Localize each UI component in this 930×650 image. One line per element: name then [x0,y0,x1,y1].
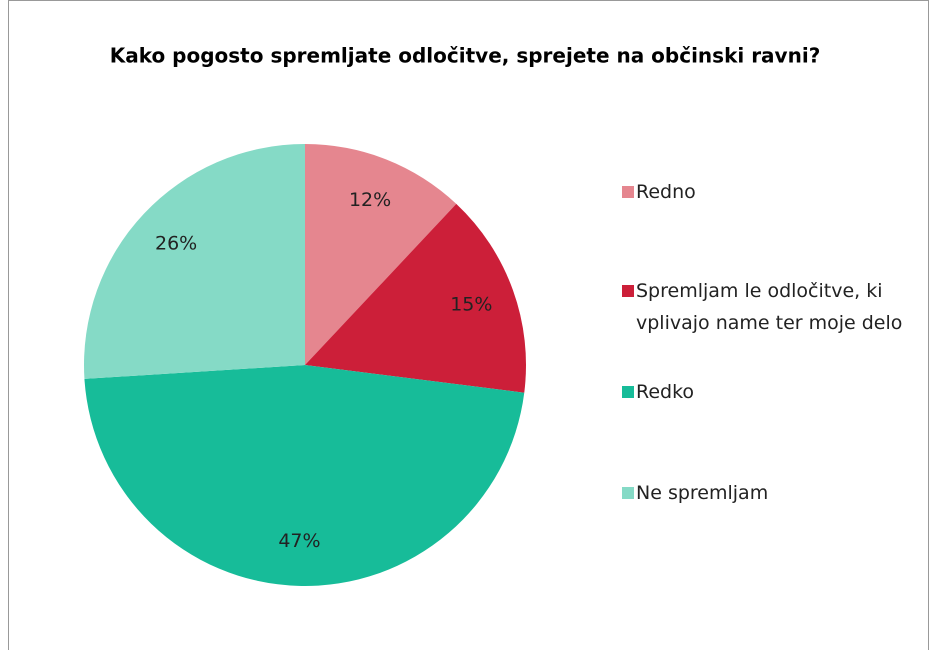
data-label: 47% [278,530,320,552]
legend-item: Redno [622,176,912,208]
legend-label: Ne spremljam [636,482,769,504]
legend-item: Spremljam le odločitve, ki vplivajo name… [622,275,912,339]
pie-slice [305,203,526,393]
legend-label: Redko [636,381,695,403]
legend-swatch [622,285,634,297]
legend-swatch [622,487,634,499]
legend-label: Redno [636,181,696,203]
legend-label: Spremljam le odločitve, ki vplivajo name… [636,280,903,334]
legend-item: Redko [622,376,912,408]
legend-item: Ne spremljam [622,477,912,509]
chart-title: Kako pogosto spremljate odločitve, sprej… [110,44,821,68]
pie-slice [84,144,305,379]
pie-slice [84,365,525,586]
data-label: 15% [450,294,492,316]
data-label: 12% [349,189,391,211]
legend-swatch [622,386,634,398]
pie-slice [305,144,457,365]
data-label: 26% [155,232,197,254]
legend-swatch [622,186,634,198]
